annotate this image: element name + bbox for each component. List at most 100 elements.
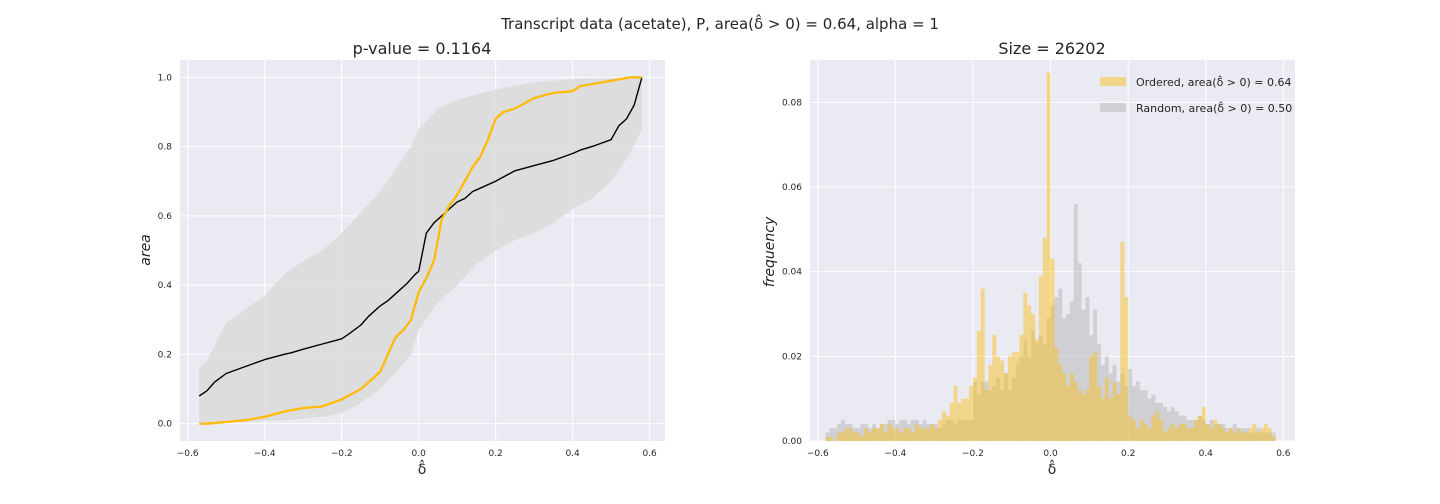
histogram-y-tick-label: 0.02 bbox=[782, 352, 802, 362]
random-histogram-bar bbox=[1217, 424, 1222, 441]
random-histogram-bar bbox=[852, 428, 857, 441]
random-histogram-bar bbox=[907, 424, 911, 441]
area-y-axis-label: area bbox=[138, 234, 154, 266]
random-histogram-bar bbox=[941, 424, 946, 441]
random-histogram-bar bbox=[969, 419, 973, 441]
area-chart-title: p-value = 0.1164 bbox=[353, 39, 492, 58]
ordered-histogram-bar bbox=[1225, 432, 1230, 441]
ordered-histogram-bar bbox=[1182, 424, 1187, 441]
ordered-histogram-bar bbox=[1046, 72, 1051, 441]
random-histogram-bar bbox=[972, 381, 977, 441]
ordered-histogram-bar bbox=[910, 432, 915, 441]
ordered-histogram-bar bbox=[1190, 428, 1195, 441]
area-y-tick-label: 0.6 bbox=[158, 212, 173, 222]
random-histogram-bar bbox=[899, 419, 904, 441]
ordered-histogram-bar bbox=[1139, 419, 1144, 441]
random-histogram-bar bbox=[938, 428, 942, 441]
histogram-x-tick-label: 0.2 bbox=[1121, 449, 1135, 459]
histogram-x-tick-label: −0.2 bbox=[962, 449, 984, 459]
ordered-histogram-bar bbox=[1011, 352, 1016, 441]
random-histogram-bar bbox=[1007, 390, 1012, 441]
random-histogram-bar bbox=[1058, 288, 1063, 441]
ordered-histogram-bar bbox=[1031, 314, 1036, 441]
ordered-histogram-bar bbox=[1058, 364, 1063, 441]
random-histogram-bar bbox=[992, 385, 997, 441]
random-histogram-bar bbox=[895, 424, 900, 441]
ordered-histogram-bar bbox=[872, 428, 876, 441]
ordered-histogram-bar bbox=[903, 428, 907, 441]
ordered-area-line bbox=[199, 76, 642, 425]
ordered-histogram-bar bbox=[860, 436, 865, 441]
random-histogram-bar bbox=[872, 424, 876, 441]
random-histogram-bar bbox=[1155, 402, 1160, 441]
confidence-band bbox=[199, 77, 642, 424]
random-histogram-bar bbox=[1101, 364, 1105, 441]
ordered-histogram-bar bbox=[1252, 424, 1257, 441]
random-histogram-bar bbox=[1190, 419, 1195, 441]
ordered-histogram-bar bbox=[848, 428, 853, 441]
ordered-histogram-bar bbox=[1260, 428, 1264, 441]
random-histogram-bar bbox=[1170, 407, 1175, 441]
ordered-histogram-bar bbox=[856, 432, 861, 441]
ordered-histogram-bar bbox=[1023, 292, 1028, 441]
ordered-histogram-bar bbox=[1066, 385, 1070, 441]
random-histogram-bar bbox=[1004, 373, 1008, 441]
random-histogram-bar bbox=[1120, 373, 1125, 441]
area-x-tick-label: 0.6 bbox=[642, 449, 657, 459]
ordered-histogram-bar bbox=[961, 398, 966, 441]
random-histogram-bar bbox=[949, 419, 954, 441]
ordered-histogram-bar bbox=[914, 424, 919, 441]
ordered-histogram-bar bbox=[1089, 356, 1094, 441]
ordered-histogram-bar bbox=[941, 411, 946, 441]
random-histogram-bar bbox=[1248, 432, 1253, 441]
ordered-histogram-bar bbox=[891, 428, 896, 441]
random-histogram-bar bbox=[988, 390, 993, 441]
area-x-tick-label: 0.4 bbox=[565, 449, 580, 459]
histogram-plot-background bbox=[810, 60, 1295, 441]
random-histogram-bar bbox=[914, 419, 919, 441]
random-histogram-bar bbox=[1198, 415, 1202, 441]
ordered-histogram-bar bbox=[1135, 428, 1140, 441]
ordered-histogram-bar bbox=[1201, 407, 1206, 441]
ordered-histogram-bar bbox=[945, 415, 950, 441]
random-histogram-bar bbox=[965, 419, 970, 441]
random-histogram-bar bbox=[1209, 419, 1214, 441]
random-histogram-bar bbox=[1135, 381, 1140, 441]
random-histogram-bar bbox=[1077, 263, 1082, 441]
ordered-histogram-bar bbox=[1069, 373, 1074, 441]
random-histogram-bar bbox=[1073, 203, 1078, 441]
histogram-x-tick-label: 0.6 bbox=[1276, 449, 1291, 459]
legend-label-random: Random, area(δ̂ > 0) = 0.50 bbox=[1136, 101, 1292, 115]
histogram-y-tick-label: 0.04 bbox=[782, 268, 802, 278]
random-histogram-bar bbox=[961, 419, 966, 441]
random-histogram-bar bbox=[918, 424, 923, 441]
random-histogram-bar bbox=[930, 424, 935, 441]
random-histogram-bar bbox=[1000, 390, 1004, 441]
ordered-histogram-bar bbox=[1232, 432, 1237, 441]
random-histogram-bar bbox=[1038, 335, 1043, 441]
random-histogram-bar bbox=[879, 424, 884, 441]
ordered-histogram-bar bbox=[837, 432, 842, 441]
ordered-histogram-bar bbox=[926, 428, 931, 441]
random-histogram-bar bbox=[848, 424, 853, 441]
area-x-tick-label: −0.2 bbox=[331, 449, 353, 459]
random-histogram-bar bbox=[1023, 339, 1028, 441]
ordered-histogram-bar bbox=[976, 330, 981, 441]
area-x-tick-label: 0.0 bbox=[411, 449, 426, 459]
ordered-histogram-bar bbox=[1007, 356, 1012, 441]
random-histogram-bar bbox=[1031, 330, 1036, 441]
ordered-histogram-bar bbox=[875, 428, 880, 441]
ordered-histogram-bar bbox=[841, 432, 845, 441]
random-histogram-bar bbox=[1236, 428, 1241, 441]
ordered-histogram-bar bbox=[1101, 398, 1105, 441]
random-histogram-bar bbox=[1178, 415, 1183, 441]
area-x-tick-label: 0.2 bbox=[488, 449, 502, 459]
random-histogram-bar bbox=[837, 424, 842, 441]
ordered-histogram-bar bbox=[969, 385, 973, 441]
ordered-histogram-bar bbox=[1143, 424, 1148, 441]
ordered-histogram-bar bbox=[1112, 381, 1117, 441]
ordered-histogram-bar bbox=[1229, 428, 1233, 441]
ordered-histogram-bar bbox=[1027, 305, 1032, 441]
histogram-x-tick-label: 0.0 bbox=[1043, 449, 1058, 459]
